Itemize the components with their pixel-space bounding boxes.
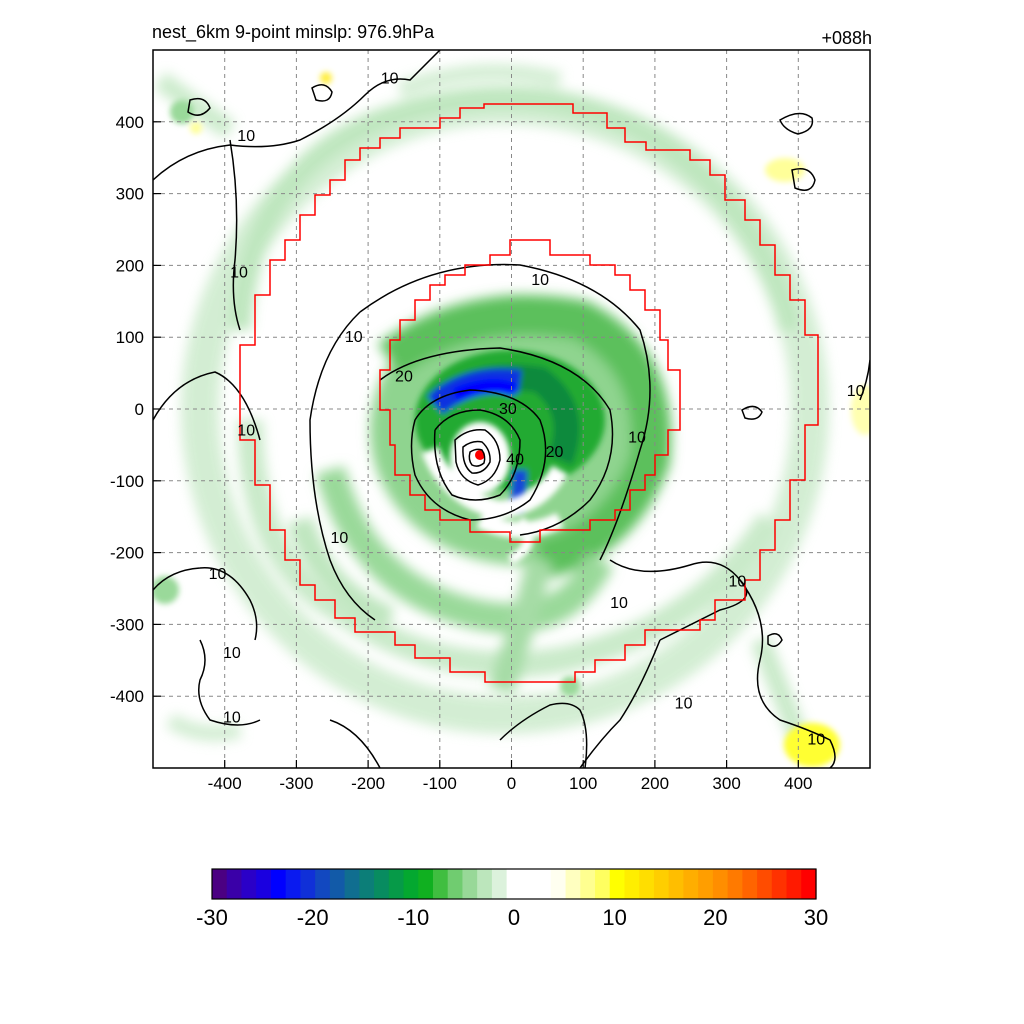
colorbar-swatch: [653, 869, 670, 899]
colorbar-swatch: [742, 869, 758, 899]
colorbar-swatch: [712, 869, 729, 899]
contour-label: 10: [345, 329, 363, 346]
y-axis: 400 300 200 100 0 -100 -200 -300 -400: [110, 113, 161, 706]
contour-labels: 10 10 10 10 10 20 30 10 10 20 40 10 10 10 10 10 10 10 10 10: [209, 71, 865, 749]
x-tick-label: -400: [208, 774, 242, 793]
colorbar-swatch: [432, 869, 449, 899]
colorbar-swatch: [374, 869, 390, 899]
colorbar-swatch: [226, 869, 243, 899]
contour-label: 10: [628, 430, 646, 447]
y-tick-label: -400: [110, 687, 144, 706]
shaded-field: [153, 64, 870, 767]
colorbar-swatch: [403, 869, 419, 899]
colorbar-tick-label: -20: [297, 905, 329, 930]
y-tick-label: 400: [116, 113, 144, 132]
y-tick-label: 0: [135, 400, 144, 419]
chart-title-right: +088h: [821, 28, 872, 48]
colorbar-tick-label: -10: [397, 905, 429, 930]
colorbar-swatch: [447, 869, 464, 899]
colorbar-swatch: [771, 869, 788, 899]
colorbar-swatch: [491, 869, 508, 899]
colorbar-swatch: [801, 869, 817, 899]
colorbar-tick-label: 30: [804, 905, 828, 930]
colorbar-swatch: [300, 869, 316, 899]
colorbar-swatch: [536, 869, 552, 899]
colorbar-swatch: [344, 869, 360, 899]
contour-label: 20: [546, 444, 564, 461]
colorbar-swatch: [550, 869, 567, 899]
colorbar-swatch: [580, 869, 596, 899]
colorbar-swatch: [624, 869, 640, 899]
contour-label: 10: [223, 710, 241, 727]
contour-label: 10: [610, 595, 628, 612]
colorbar: [211, 868, 817, 900]
colorbar-swatch: [285, 869, 301, 899]
x-tick-label: 200: [641, 774, 669, 793]
colorbar-swatch: [270, 869, 287, 899]
contour-label: 10: [230, 265, 248, 282]
colorbar-swatch: [639, 869, 655, 899]
colorbar-swatch: [462, 869, 478, 899]
colorbar-tick-label: 10: [602, 905, 626, 930]
contour-label: 10: [531, 272, 549, 289]
colorbar-swatch: [609, 869, 626, 899]
colorbar-swatch: [315, 869, 331, 899]
colorbar-swatch: [477, 869, 493, 899]
x-tick-label: 300: [712, 774, 740, 793]
colorbar-tick-label: 20: [703, 905, 727, 930]
colorbar-swatch: [241, 869, 257, 899]
colorbar-tick-labels: -30 -20 -10 0 10 20 30: [196, 905, 828, 930]
colorbar-swatch: [698, 869, 714, 899]
colorbar-swatch: [256, 869, 272, 899]
colorbar-swatch: [668, 869, 685, 899]
colorbar-tick-label: 0: [508, 905, 520, 930]
colorbar-swatch: [595, 869, 611, 899]
contour-label: 10: [847, 383, 865, 400]
contour-label: 40: [506, 451, 524, 468]
colorbar-swatch: [212, 869, 228, 899]
colorbar-swatch: [388, 869, 405, 899]
x-tick-label: 0: [507, 774, 516, 793]
colorbar-frame: [211, 868, 817, 900]
colorbar-swatch: [506, 869, 522, 899]
contour-label: 10: [675, 695, 693, 712]
x-axis: -400 -300 -200 -100 0 100 200 300 400: [208, 760, 812, 793]
contour-label: 10: [807, 731, 825, 748]
colorbar-swatch: [565, 869, 581, 899]
contour-label: 10: [209, 566, 227, 583]
colorbar-swatch: [683, 869, 699, 899]
colorbar-tick-label: -30: [196, 905, 228, 930]
x-tick-label: -200: [351, 774, 385, 793]
contour-label: 10: [223, 645, 241, 662]
contour-label: 10: [728, 573, 746, 590]
x-tick-label: 100: [569, 774, 597, 793]
y-tick-label: 300: [116, 185, 144, 204]
contour-label: 10: [237, 423, 255, 440]
x-tick-label: -300: [279, 774, 313, 793]
contour-label: 10: [331, 530, 349, 547]
colorbar-swatch: [418, 869, 434, 899]
y-tick-label: -100: [110, 472, 144, 491]
colorbar-swatch: [727, 869, 743, 899]
colorbar-swatch: [329, 869, 346, 899]
y-tick-label: -200: [110, 544, 144, 563]
contour-label: 30: [499, 401, 517, 418]
contour-label: 10: [381, 71, 399, 88]
colorbar-swatch: [786, 869, 802, 899]
x-tick-label: 400: [784, 774, 812, 793]
y-tick-label: -300: [110, 615, 144, 634]
colorbar-swatch: [757, 869, 773, 899]
colorbar-swatch: [359, 869, 375, 899]
x-tick-label: -100: [423, 774, 457, 793]
contour-label: 20: [395, 369, 413, 386]
nest-boundary-outlines: [239, 103, 819, 683]
y-tick-label: 200: [116, 256, 144, 275]
chart-title-left: nest_6km 9-point minslp: 976.9hPa: [152, 22, 435, 42]
y-tick-label: 100: [116, 328, 144, 347]
contour-label: 10: [237, 128, 255, 145]
colorbar-swatch: [521, 869, 537, 899]
